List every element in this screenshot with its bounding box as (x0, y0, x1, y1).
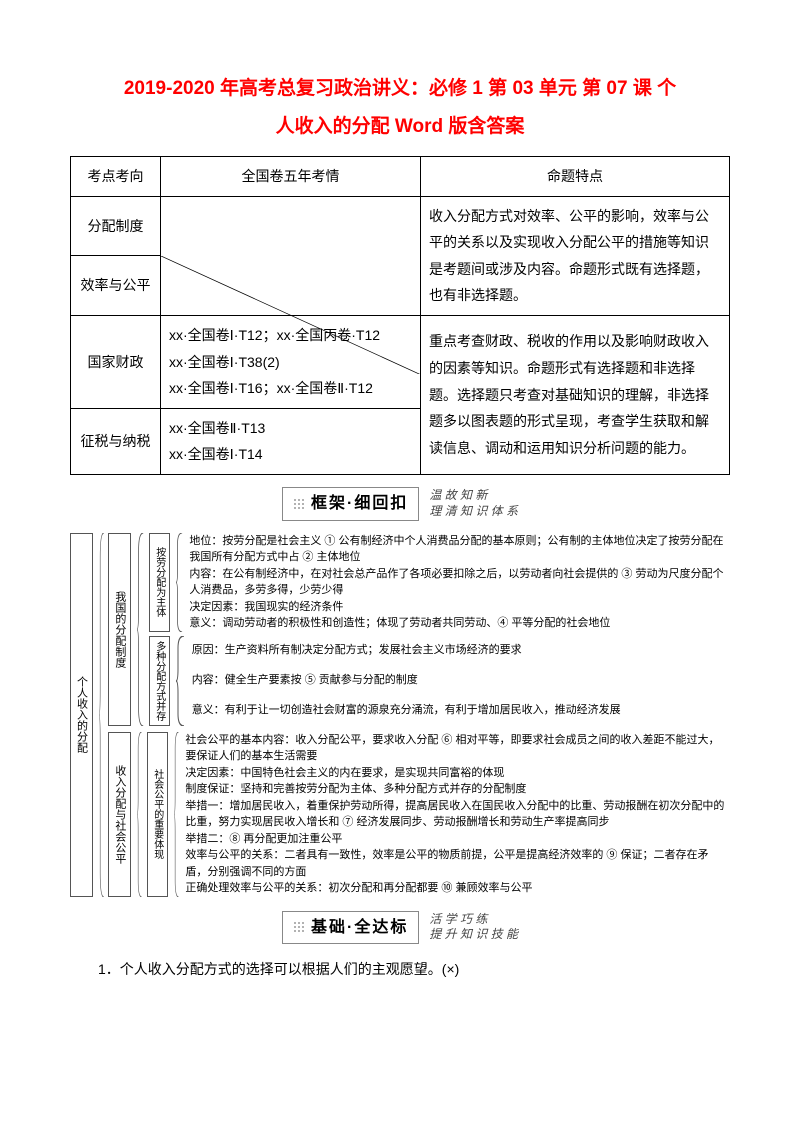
tree-root: 个人收入的分配 (70, 533, 93, 897)
tree-leaf: 制度保证：坚持和完善按劳分配为主体、多种分配方式并存的分配制度 (183, 781, 730, 798)
brace-icon (137, 533, 145, 726)
cell-exams: xx·全国卷Ⅱ·T13 xx·全国卷Ⅰ·T14 (161, 408, 421, 474)
banner-sub-line: 理 清 知 识 体 系 (429, 504, 518, 520)
title-part: 人收入的分配 (276, 116, 395, 137)
cell-feature: 重点考查财政、税收的作用以及影响财政收入的因素等知识。命题形式有选择题和非选择题… (421, 315, 730, 474)
tree-leaf: 决定因素：中国特色社会主义的内在要求，是实现共同富裕的体现 (183, 765, 730, 782)
tree-g1a: 按劳分配为主体 (149, 533, 170, 632)
th-exam: 全国卷五年考情 (161, 157, 421, 197)
title-part: 第 (483, 78, 513, 99)
cell-topic: 征税与纳税 (71, 408, 161, 474)
banner-sub: 活 学 巧 练 提 升 知 识 技 能 (429, 912, 518, 943)
title-part: Word (395, 116, 443, 137)
tree-g2: 收入分配与社会公平 (108, 732, 131, 897)
tree-leaf: 地位：按劳分配是社会主义 ① 公有制经济中个人消费品分配的基本原则；公有制的主体… (187, 533, 730, 566)
tree-leaf: 举措二：⑧ 再分配更加注重公平 (183, 831, 730, 848)
brace-icon (176, 636, 186, 726)
banner-dots-icon (293, 498, 305, 510)
cell-topic: 效率与公平 (71, 256, 161, 316)
cell-diagonal (161, 196, 421, 315)
cell-topic: 国家财政 (71, 315, 161, 408)
banner-sub-line: 温 故 知 新 (429, 488, 518, 504)
section-banner-framework: 框架·细回扣 温 故 知 新 理 清 知 识 体 系 (70, 487, 730, 521)
question-1: 1．个人收入分配方式的选择可以根据人们的主观愿望。(×) (70, 958, 730, 980)
tree-g1: 我国的分配制度 (108, 533, 131, 726)
page-title: 2019-2020 年高考总复习政治讲义：必修 1 第 03 单元 第 07 课… (70, 70, 730, 146)
section-banner-basic: 基础·全达标 活 学 巧 练 提 升 知 识 技 能 (70, 911, 730, 945)
tree-leaf: 正确处理效率与公平的关系：初次分配和再分配都要 ⑩ 兼顾效率与公平 (183, 880, 730, 897)
exam-table: 考点考向 全国卷五年考情 命题特点 分配制度 收入分配方式对效率、公平的影响，效… (70, 156, 730, 475)
tree-g1b: 多种分配方式并存 (149, 636, 170, 726)
title-part: 课 个 (628, 78, 677, 99)
title-part: 03 (512, 78, 533, 99)
banner-dots-icon (293, 921, 305, 933)
banner-main: 框架·细回扣 (311, 491, 408, 517)
tree-leaf: 原因：生产资料所有制决定分配方式；发展社会主义市场经济的要求 (190, 642, 621, 659)
tree-leaf: 举措一：增加居民收入，着重保护劳动所得，提高居民收入在国民收入分配中的比重、劳动… (183, 798, 730, 831)
cell-topic: 分配制度 (71, 196, 161, 256)
cell-feature: 收入分配方式对效率、公平的影响，效率与公平的关系以及实现收入分配公平的措施等知识… (421, 196, 730, 315)
knowledge-tree: 个人收入的分配 我国的分配制度 按劳分配为主体 地位： (70, 529, 730, 905)
brace-icon (137, 732, 143, 897)
title-part: 2019-2020 (124, 78, 215, 99)
banner-box: 框架·细回扣 (282, 487, 419, 521)
tree-g2a: 社会公平的重要体现 (147, 732, 168, 897)
brace-icon (174, 732, 180, 897)
tree-leaf: 效率与公平的关系：二者具有一致性，效率是公平的物质前提，公平是提高经济效率的 ⑨… (183, 847, 730, 880)
tree-leaf: 意义：有利于让一切创造社会财富的源泉充分涌流，有利于增加居民收入，推动经济发展 (190, 702, 621, 719)
tree-leaf: 意义：调动劳动者的积极性和创造性；体现了劳动者共同劳动、④ 平等分配的社会地位 (187, 615, 730, 632)
banner-sub-line: 活 学 巧 练 (429, 912, 518, 928)
brace-icon (99, 533, 105, 897)
title-part: 年高考总复习政治讲义：必修 (215, 78, 473, 99)
banner-main: 基础·全达标 (311, 915, 408, 941)
tree-leaf: 社会公平的基本内容：收入分配公平，要求收入分配 ⑥ 相对平等，即要求社会成员之间… (183, 732, 730, 765)
banner-sub: 温 故 知 新 理 清 知 识 体 系 (429, 488, 518, 519)
title-part: 单元 第 (534, 78, 607, 99)
th-topic: 考点考向 (71, 157, 161, 197)
tree-leaf: 内容：健全生产要素按 ⑤ 贡献参与分配的制度 (190, 672, 621, 689)
brace-icon (176, 533, 184, 632)
th-feature: 命题特点 (421, 157, 730, 197)
title-part: 版含答案 (443, 116, 524, 137)
tree-leaf: 内容：在公有制经济中，在对社会总产品作了各项必要扣除之后，以劳动者向社会提供的 … (187, 566, 730, 599)
tree-leaf: 决定因素：我国现实的经济条件 (187, 599, 730, 616)
title-part: 1 (472, 78, 483, 99)
title-part: 07 (606, 78, 627, 99)
banner-sub-line: 提 升 知 识 技 能 (429, 927, 518, 943)
banner-box: 基础·全达标 (282, 911, 419, 945)
